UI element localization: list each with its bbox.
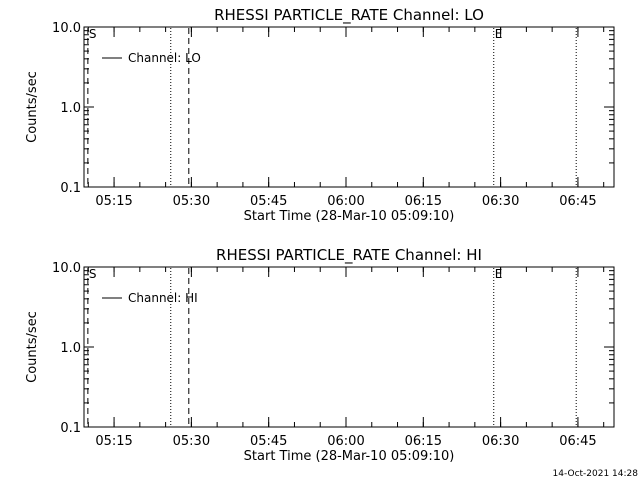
footer-date: 14-Oct-2021 14:28 <box>553 469 639 479</box>
y-tick-label: 10.0 <box>52 21 81 36</box>
y-tick-label: 0.1 <box>60 181 81 196</box>
x-tick-label: 05:45 <box>250 434 287 449</box>
x-axis-label: Start Time (28-Mar-10 05:09:10) <box>244 449 455 464</box>
time-marker-label: E <box>495 27 503 41</box>
time-marker-label: S <box>89 267 97 281</box>
y-tick-label: 1.0 <box>60 341 81 356</box>
x-tick-label: 06:00 <box>327 194 364 209</box>
panel-2: RHESSI PARTICLE_RATE Channel: HI 0.1 1.0 10… <box>25 246 615 464</box>
legend-entry: Channel: HI <box>128 291 198 305</box>
x-tick-label: 06:30 <box>482 194 519 209</box>
x-tick-label: 05:30 <box>173 194 210 209</box>
x-tick-label: 05:15 <box>95 434 132 449</box>
x-tick-label: 06:15 <box>405 194 442 209</box>
time-marker-label: E <box>495 267 503 281</box>
x-tick-label: 05:45 <box>250 194 287 209</box>
y-tick-label: 10.0 <box>52 261 81 276</box>
panel-1: RHESSI PARTICLE_RATE Channel: LO 0.1 1.0 10… <box>25 6 615 224</box>
x-tick-label: 06:00 <box>327 434 364 449</box>
chart-title: RHESSI PARTICLE_RATE Channel: LO <box>214 6 484 25</box>
x-tick-label: 06:30 <box>482 434 519 449</box>
y-axis-label: Counts/sec <box>25 311 40 383</box>
x-tick-label: 05:15 <box>95 194 132 209</box>
x-tick-label: 06:45 <box>559 434 596 449</box>
x-axis-label: Start Time (28-Mar-10 05:09:10) <box>244 209 455 224</box>
chart-title: RHESSI PARTICLE_RATE Channel: HI <box>216 246 482 265</box>
x-tick-label: 05:30 <box>173 434 210 449</box>
y-tick-label: 1.0 <box>60 101 81 116</box>
legend-entry: Channel: LO <box>128 51 201 65</box>
x-tick-label: 06:45 <box>559 194 596 209</box>
y-tick-label: 0.1 <box>60 421 81 436</box>
time-marker-label: S <box>89 27 97 41</box>
y-axis-label: Counts/sec <box>25 71 40 143</box>
x-tick-label: 06:15 <box>405 434 442 449</box>
